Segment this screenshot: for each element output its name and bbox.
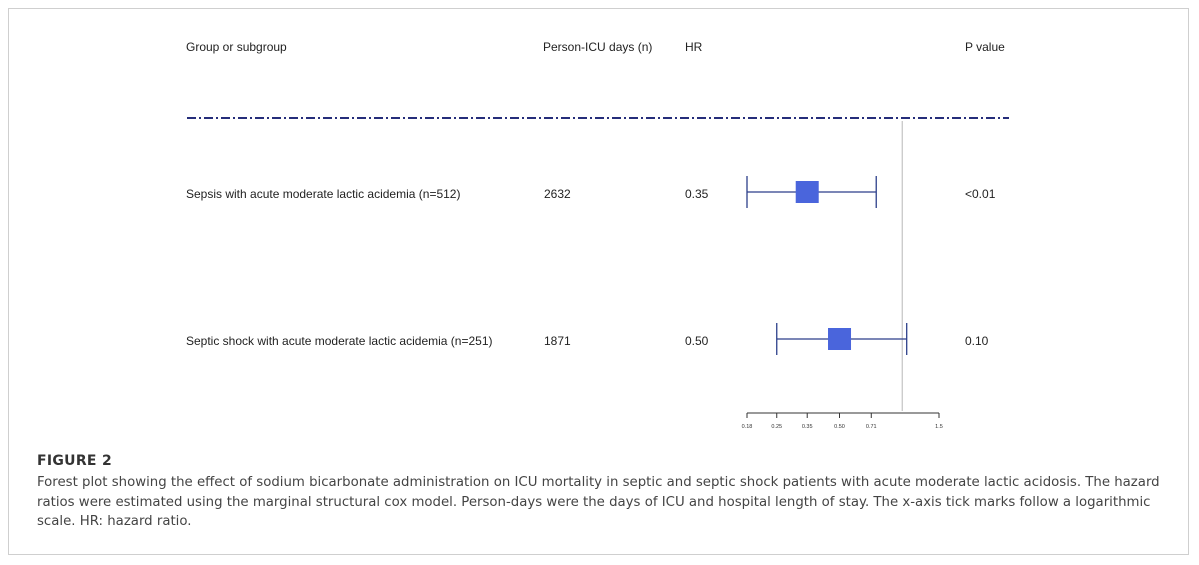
x-tick-label-0.50: 0.50: [834, 424, 845, 430]
x-tick-label-0.18: 0.18: [742, 424, 753, 430]
x-tick-label-1.5: 1.5: [935, 424, 943, 430]
figure-caption: FIGURE 2 Forest plot showing the effect …: [37, 453, 1167, 532]
caption-text: Forest plot showing the effect of sodium…: [37, 475, 1160, 529]
header-person-days: Person-ICU days (n): [543, 40, 653, 54]
hr-box-row-1: [795, 181, 819, 203]
x-tick-label-0.25: 0.25: [771, 424, 782, 430]
figure-frame: Group or subgroup Person-ICU days (n) HR…: [8, 8, 1189, 555]
row-2-p-value: 0.10: [965, 334, 989, 348]
row-2-group: Septic shock with acute moderate lactic …: [186, 334, 493, 348]
x-tick-label-0.71: 0.71: [866, 424, 877, 430]
row-1-p-value: <0.01: [965, 187, 996, 201]
row-1-days: 2632: [544, 187, 571, 201]
row-1-hr: 0.35: [685, 187, 709, 201]
x-tick-label-0.35: 0.35: [802, 424, 813, 430]
row-2-days: 1871: [544, 334, 571, 348]
header-group: Group or subgroup: [186, 40, 287, 54]
forest-plot-svg: 0.18 0.25 0.35 0.50 0.71 1.5: [187, 117, 1009, 430]
forest-plot: Group or subgroup Person-ICU days (n) HR…: [9, 9, 1190, 449]
caption-title: FIGURE 2: [37, 453, 112, 469]
row-2-hr: 0.50: [685, 334, 709, 348]
row-1-group: Sepsis with acute moderate lactic acidem…: [186, 187, 461, 201]
hr-box-row-2: [828, 328, 852, 350]
header-hr: HR: [685, 40, 703, 54]
header-p-value: P value: [965, 40, 1005, 54]
